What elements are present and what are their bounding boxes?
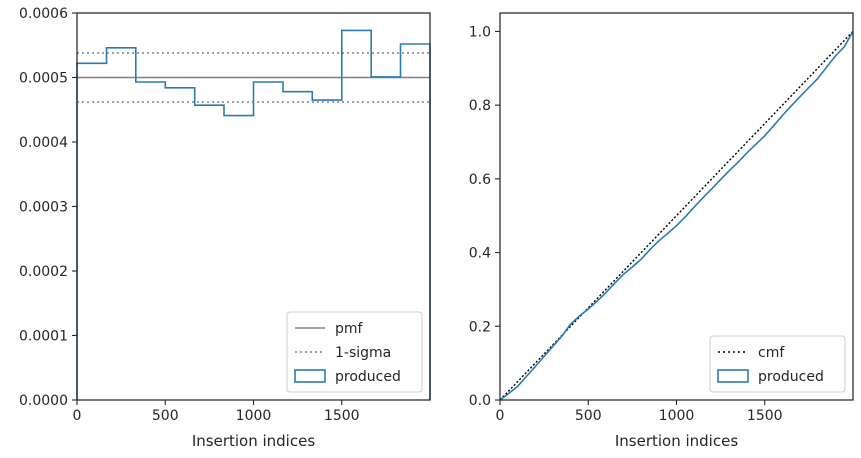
x-tick-label: 0 bbox=[496, 408, 505, 424]
y-tick-label: 0.2 bbox=[469, 319, 491, 335]
legend-label-pmf: pmf bbox=[335, 321, 364, 337]
legend-label-produced: produced bbox=[335, 369, 401, 385]
x-tick-label: 500 bbox=[575, 408, 602, 424]
x-axis-label: Insertion indices bbox=[615, 432, 738, 450]
legend-label-cmf: cmf bbox=[758, 345, 785, 361]
legend-label-1-sigma: 1-sigma bbox=[335, 345, 391, 361]
x-axis-label: Insertion indices bbox=[192, 432, 315, 450]
x-tick-label: 500 bbox=[152, 408, 179, 424]
series-produced-line bbox=[499, 31, 854, 401]
y-tick-label: 0.0006 bbox=[19, 6, 68, 22]
y-tick-label: 0.0005 bbox=[19, 71, 68, 87]
y-tick-label: 0.8 bbox=[469, 98, 491, 114]
legend-swatch-produced bbox=[717, 369, 749, 383]
y-tick-label: 0.0000 bbox=[19, 393, 68, 409]
legend: cmf produced bbox=[709, 335, 846, 393]
x-tick-label: 1500 bbox=[747, 408, 783, 424]
y-tick-label: 0.0004 bbox=[19, 135, 68, 151]
y-tick-label: 0.0003 bbox=[19, 200, 68, 216]
legend: pmf 1-sigma produced bbox=[286, 311, 423, 393]
legend-label-produced: produced bbox=[758, 369, 824, 385]
y-tick-label: 0.0002 bbox=[19, 264, 68, 280]
x-tick-label: 1500 bbox=[324, 408, 360, 424]
legend-box bbox=[709, 335, 846, 393]
y-tick-label: 1.0 bbox=[469, 24, 491, 40]
y-tick-label: 0.0001 bbox=[19, 329, 68, 345]
x-tick-label: 0 bbox=[73, 408, 82, 424]
y-tick-label: 0.6 bbox=[469, 172, 491, 188]
series-produced-line bbox=[76, 29, 431, 400]
legend-box bbox=[286, 311, 423, 393]
chart-pmf-histogram: 0 500 1000 1500 0.0000 0.0001 0.0002 0.0003 0.00… bbox=[19, 6, 431, 450]
chart-cumulative: 0 500 1000 1500 0.0 0.2 0.4 0.6 0.8 1.0 Insertion … bbox=[469, 12, 854, 450]
y-tick-label: 0.0 bbox=[469, 393, 491, 409]
x-tick-label: 1000 bbox=[659, 408, 695, 424]
x-tick-label: 1000 bbox=[236, 408, 272, 424]
y-tick-label: 0.4 bbox=[469, 246, 491, 262]
legend-swatch-produced bbox=[294, 369, 326, 383]
